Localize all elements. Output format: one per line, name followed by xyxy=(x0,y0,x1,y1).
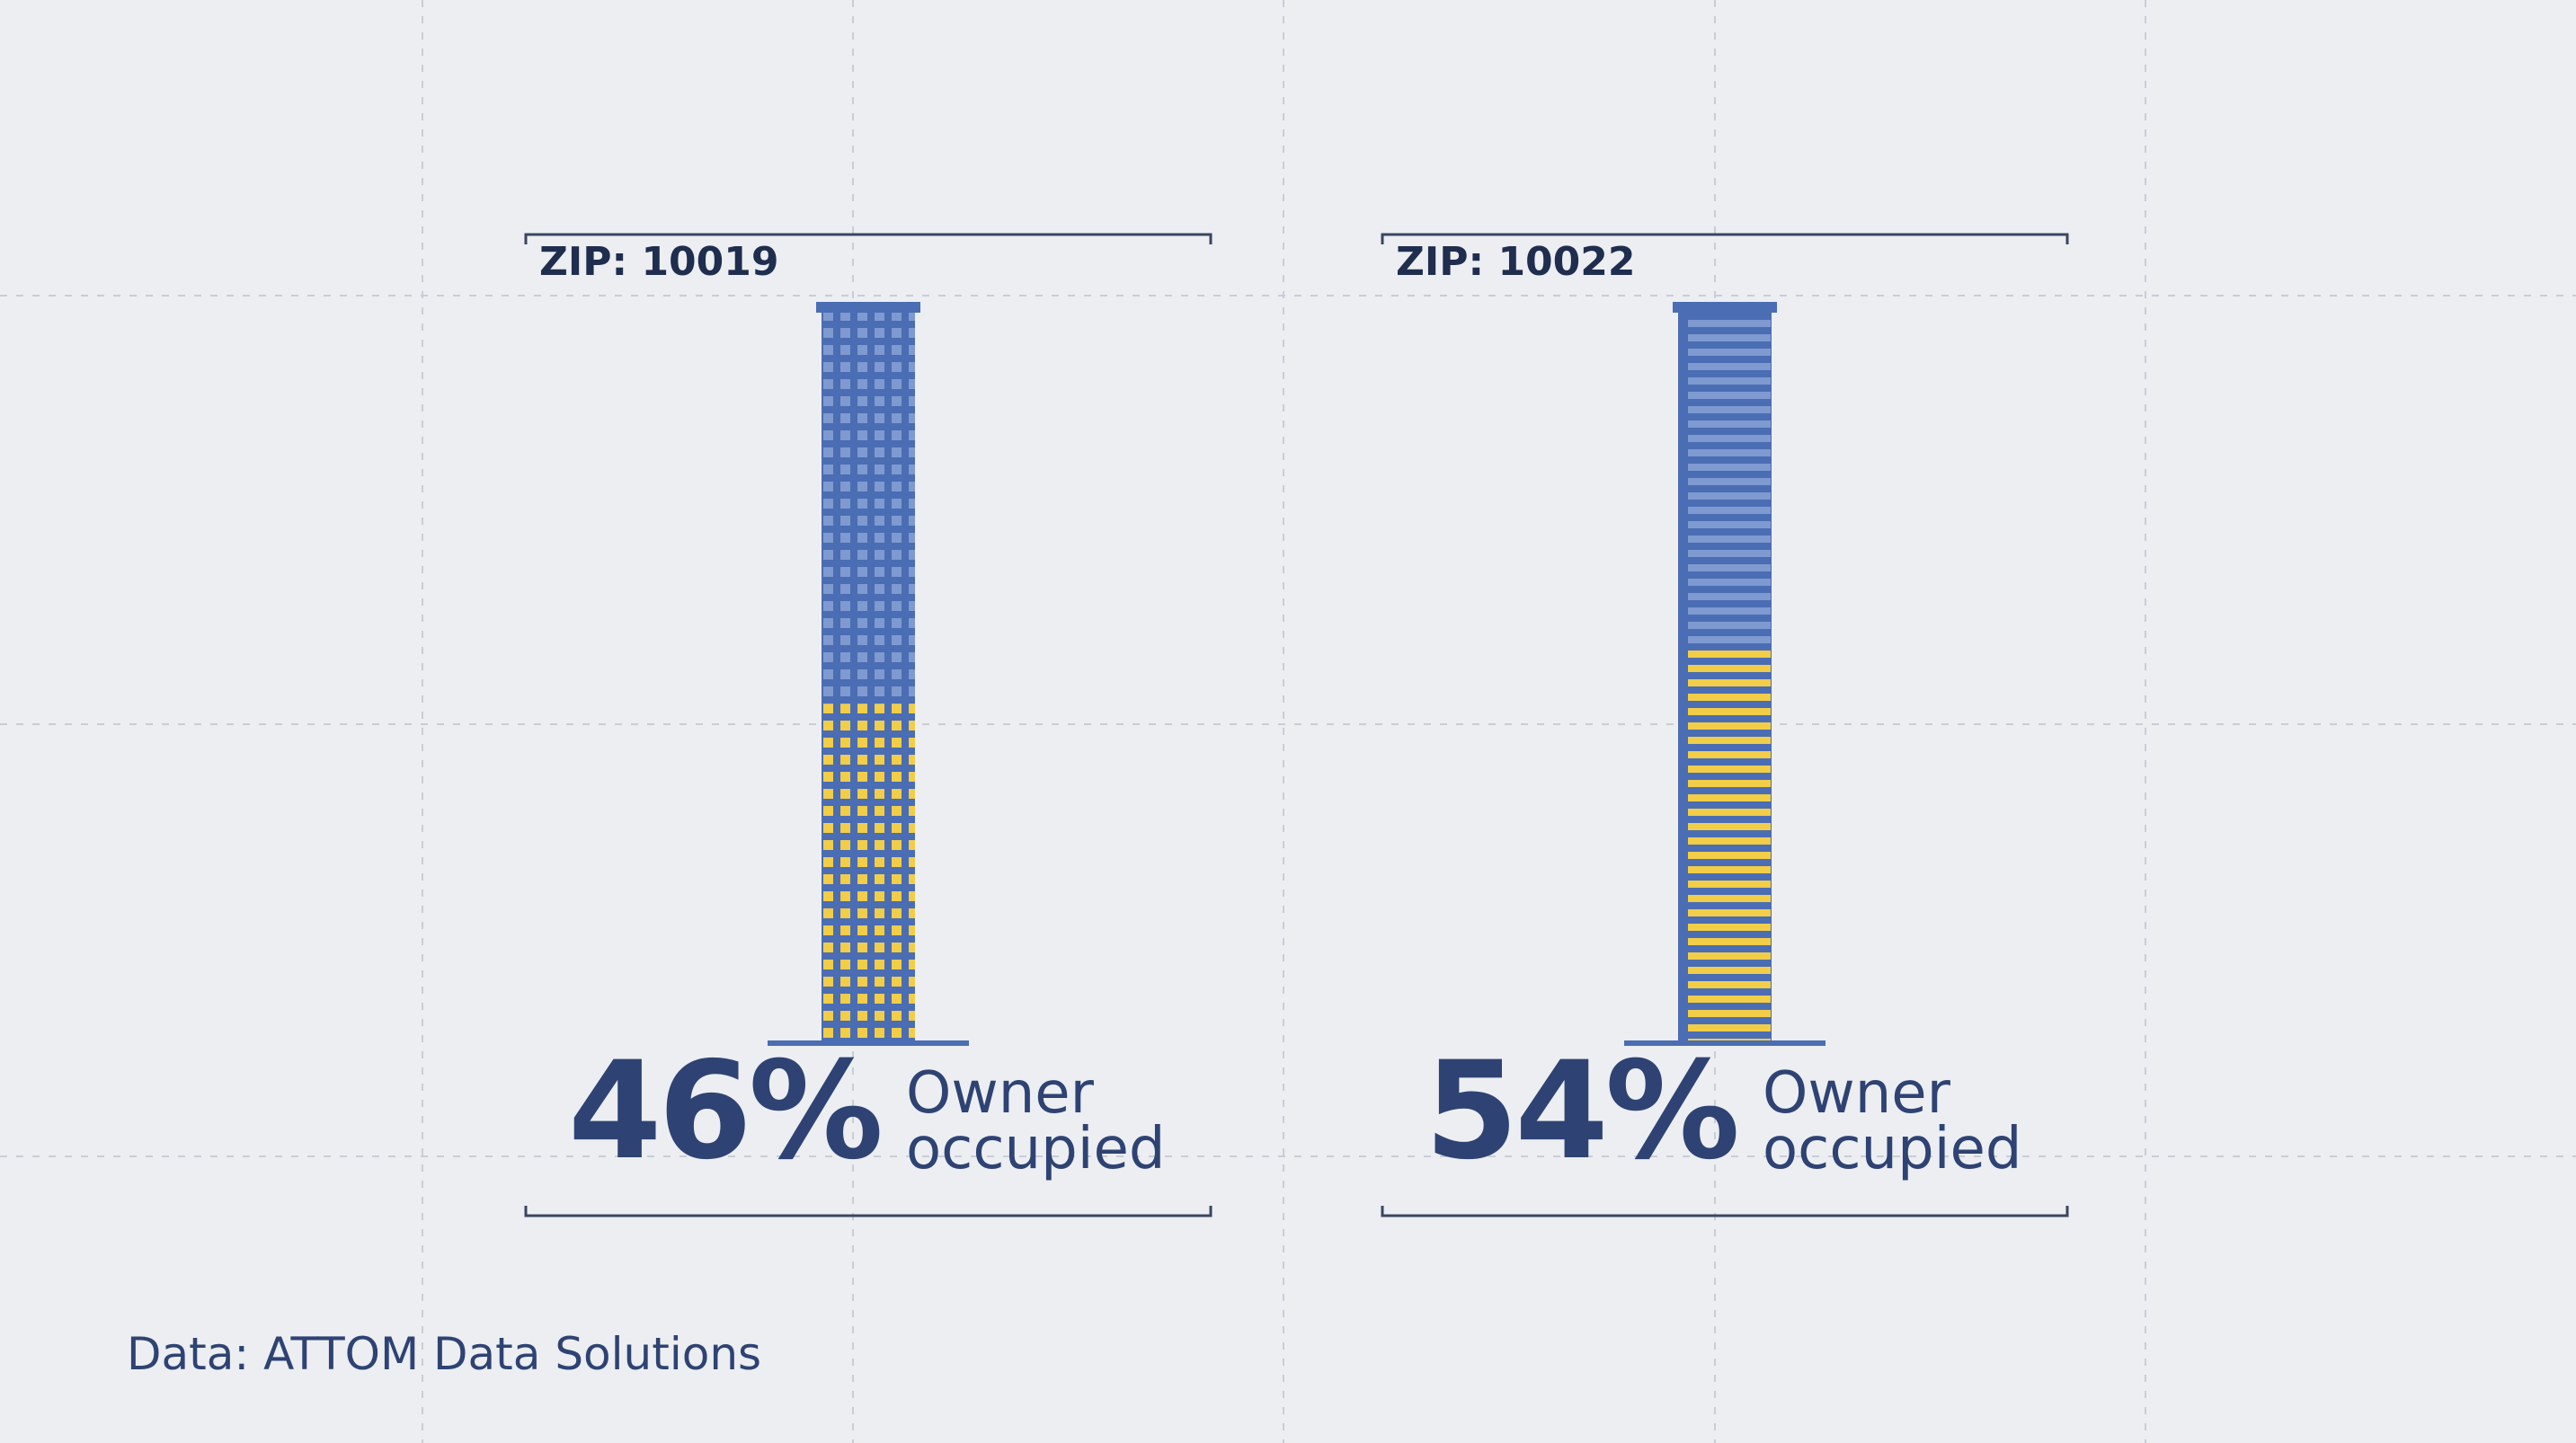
value-label: 54% xyxy=(1425,1033,1740,1190)
owner-share xyxy=(822,704,915,1043)
building-base xyxy=(768,1040,969,1046)
owner-share xyxy=(1678,644,1772,1043)
bracket xyxy=(1381,1206,2069,1217)
bracket xyxy=(524,1206,1212,1217)
building-cap xyxy=(816,302,920,313)
building-base xyxy=(1624,1040,1825,1046)
caption: Owner occupied xyxy=(1763,1060,2022,1182)
source: Data: ATTOM Data Solutions xyxy=(127,1328,762,1380)
zip-label: ZIP: 10022 xyxy=(1396,239,1636,285)
caption: Owner occupied xyxy=(906,1060,1166,1182)
zip-label: ZIP: 10019 xyxy=(539,239,779,285)
bracket xyxy=(1381,233,2069,244)
value-label: 46% xyxy=(568,1033,884,1190)
building-cap xyxy=(1673,302,1777,313)
bracket xyxy=(524,233,1212,244)
